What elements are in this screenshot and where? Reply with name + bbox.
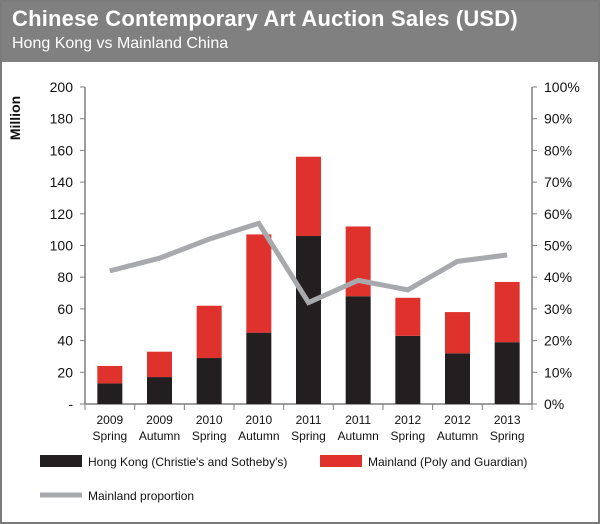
y2-tick-label: 70% — [544, 174, 572, 190]
y-tick-label: - — [68, 396, 73, 412]
bar-group — [97, 156, 520, 404]
y2-tick-label: 90% — [544, 111, 572, 127]
bar-hong-kong — [395, 335, 421, 404]
bar-hong-kong — [147, 377, 172, 404]
legend-label-mainland: Mainland (Poly and Guardian) — [368, 455, 527, 469]
bar-mainland — [395, 297, 421, 336]
x-tick-label-season: Spring — [390, 429, 425, 443]
line-group — [109, 220, 508, 306]
x-tick-label-season: Spring — [92, 429, 127, 443]
x-tick-label-season: Autumn — [337, 429, 378, 443]
x-tick-label-year: 2009 — [96, 413, 123, 427]
y2-tick-label: 50% — [544, 238, 572, 254]
x-tick-label-year: 2013 — [494, 413, 521, 427]
x-tick-label-season: Autumn — [437, 429, 478, 443]
x-tick-label-year: 2009 — [146, 413, 173, 427]
x-tick-label-season: Spring — [490, 429, 525, 443]
x-tick-label-year: 2011 — [345, 413, 371, 427]
bar-mainland — [494, 281, 520, 343]
y2-tick-label: 20% — [544, 333, 572, 349]
x-tick-label-year: 2010 — [196, 413, 223, 427]
bar-mainland — [196, 305, 222, 359]
bar-hong-kong — [246, 332, 272, 404]
y-axis-title: Million — [7, 96, 23, 140]
chart-header: Chinese Contemporary Art Auction Sales (… — [2, 2, 598, 62]
bar-hong-kong — [97, 383, 123, 404]
bar-mainland — [246, 234, 272, 333]
y2-tick-label: 10% — [544, 364, 572, 380]
y-tick-label: 120 — [50, 206, 74, 222]
y-tick-label: 160 — [50, 142, 74, 158]
x-tick-label-season: Spring — [291, 429, 326, 443]
y2-tick-label: 80% — [544, 142, 572, 158]
x-tick-label-year: 2010 — [245, 413, 272, 427]
y-tick-label: 200 — [50, 79, 74, 95]
chart-title: Chinese Contemporary Art Auction Sales (… — [12, 6, 518, 31]
x-tick-label-year: 2012 — [394, 413, 421, 427]
tick-labels: - 20 40 60 80 100 120 140 160 180 200 0% 10% 20% 30% 40… — [7, 79, 580, 443]
bar-mainland — [147, 351, 172, 378]
legend-label-proportion: Mainland proportion — [88, 489, 194, 503]
legend-label-hong-kong: Hong Kong (Christie's and Sotheby's) — [88, 455, 287, 469]
x-tick-label-year: 2011 — [296, 413, 322, 427]
bar-hong-kong — [345, 296, 371, 404]
x-tick-label-season: Spring — [192, 429, 227, 443]
bar-hong-kong — [296, 235, 321, 404]
y2-tick-label: 100% — [544, 79, 580, 95]
y2-tick-label: 40% — [544, 269, 572, 285]
bar-mainland — [445, 312, 470, 354]
bar-mainland — [296, 156, 321, 236]
y-tick-label: 140 — [50, 174, 74, 190]
y2-tick-label: 30% — [544, 301, 572, 317]
bar-mainland — [97, 365, 123, 384]
x-tick-label-season: Autumn — [139, 429, 180, 443]
bar-hong-kong — [494, 342, 520, 404]
bar-hong-kong — [445, 353, 470, 404]
chart-legend: Hong Kong (Christie's and Sotheby's) Main… — [40, 455, 527, 503]
y-tick-label: 100 — [50, 238, 74, 254]
y2-tick-label: 0% — [544, 396, 564, 412]
y-tick-label: 40 — [57, 333, 73, 349]
y-tick-label: 20 — [57, 364, 73, 380]
chart-subtitle: Hong Kong vs Mainland China — [12, 35, 229, 52]
bar-hong-kong — [196, 358, 222, 404]
x-tick-label-year: 2012 — [444, 413, 471, 427]
legend-swatch-mainland — [320, 455, 362, 467]
y-tick-label: 80 — [57, 269, 73, 285]
y-tick-label: 60 — [57, 301, 73, 317]
y-tick-label: 180 — [50, 111, 74, 127]
x-tick-label-season: Autumn — [238, 429, 279, 443]
legend-swatch-hong-kong — [40, 455, 82, 467]
y2-tick-label: 60% — [544, 206, 572, 222]
